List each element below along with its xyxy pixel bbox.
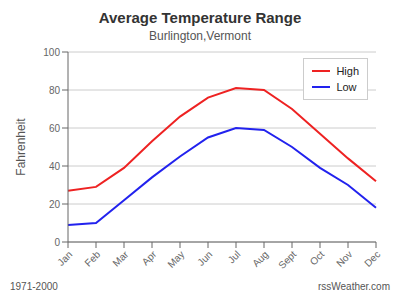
svg-text:0: 0 [54, 237, 60, 248]
svg-text:Fahrenheit: Fahrenheit [14, 118, 28, 176]
html-text:High: High [336, 65, 359, 77]
html-text:rssWeather.com: rssWeather.com [317, 281, 390, 292]
svg-text:60: 60 [49, 123, 61, 134]
svg-text:Nov: Nov [334, 249, 354, 269]
html-text:Low: Low [336, 81, 357, 93]
svg-text:Jun: Jun [195, 249, 214, 268]
svg-text:100: 100 [43, 47, 60, 58]
svg-text:Apr: Apr [140, 248, 159, 267]
svg-text:20: 20 [49, 199, 61, 210]
svg-text:Jan: Jan [55, 249, 74, 268]
svg-text:Oct: Oct [308, 249, 327, 268]
svg-text:Dec: Dec [362, 249, 382, 269]
html-text:Average Temperature Range: Average Temperature Range [98, 9, 302, 26]
svg-text:Aug: Aug [250, 249, 270, 269]
html-text:1971-2000: 1971-2000 [10, 281, 58, 292]
svg-text:Sept: Sept [276, 249, 298, 271]
html-text:Burlington,Vermont: Burlington,Vermont [149, 29, 251, 43]
svg-text:40: 40 [49, 161, 61, 172]
svg-text:80: 80 [49, 85, 61, 96]
svg-text:May: May [165, 249, 186, 270]
svg-text:Mar: Mar [110, 248, 130, 268]
svg-text:Jul: Jul [226, 249, 243, 266]
svg-text:Feb: Feb [82, 248, 102, 268]
